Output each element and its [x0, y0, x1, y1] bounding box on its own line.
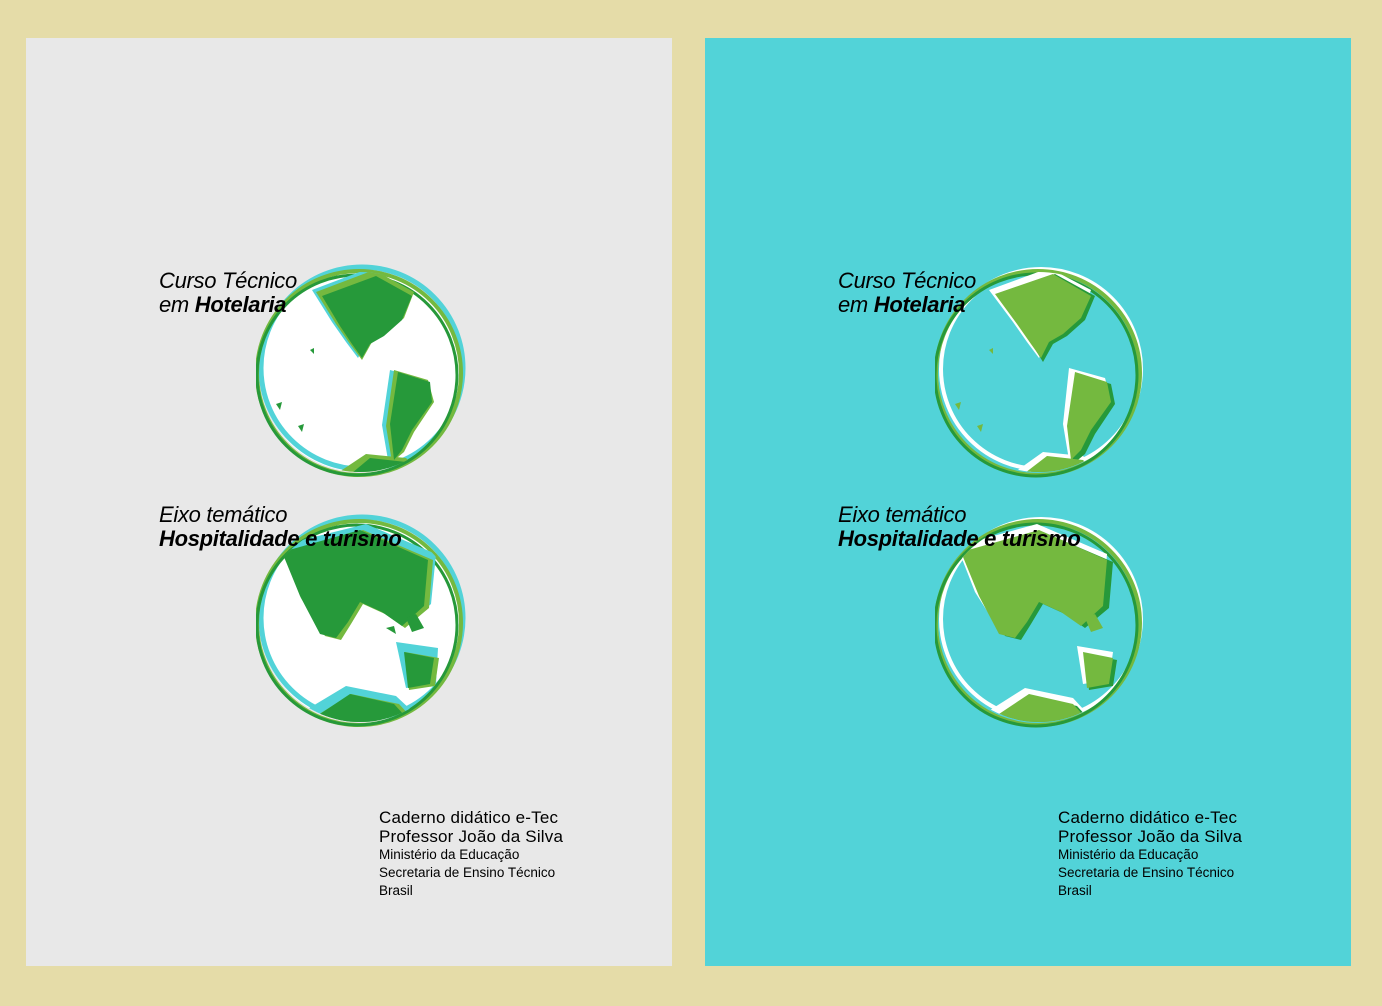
course-title: Curso Técnico em Hotelaria [838, 269, 976, 317]
colophon: Caderno didático e-Tec Professor João da… [379, 808, 563, 900]
thematic-axis-label: Eixo temático [159, 502, 288, 527]
thematic-axis: Eixo temático Hospitalidade e turismo [838, 502, 1081, 551]
thematic-axis-name: Hospitalidade e turismo [159, 526, 402, 551]
course-title-line-1: Curso Técnico [838, 268, 976, 293]
americas-globe-icon [935, 267, 1143, 478]
americas-globe-icon [256, 264, 466, 477]
thematic-axis-name: Hospitalidade e turismo [838, 526, 1081, 551]
course-title-line-2: em Hotelaria [838, 293, 976, 317]
course-title-prefix: em [838, 292, 874, 317]
author-name: Professor João da Silva [1058, 827, 1243, 846]
course-title: Curso Técnico em Hotelaria [159, 269, 297, 317]
thematic-axis-name-text: Hospitalidade e turismo [838, 526, 1081, 551]
secretariat-name: Secretaria de Ensino Técnico [1058, 865, 1235, 880]
eastern-hemisphere-globe-icon [935, 517, 1143, 728]
course-name: Hotelaria [873, 292, 966, 317]
thematic-axis-name-text: Hospitalidade e turismo [159, 526, 402, 551]
secretariat-name: Secretaria de Ensino Técnico [379, 865, 556, 880]
thematic-axis-label: Eixo temático [838, 502, 967, 527]
booklet-title: Caderno didático e-Tec [1058, 808, 1238, 827]
eastern-hemisphere-globe-icon [256, 514, 466, 727]
booklet-title: Caderno didático e-Tec [379, 808, 559, 827]
thematic-axis: Eixo temático Hospitalidade e turismo [159, 502, 402, 551]
course-title-line-1: Curso Técnico [159, 268, 297, 293]
course-title-prefix: em [159, 292, 195, 317]
author-name: Professor João da Silva [379, 827, 564, 846]
cover-left: Curso Técnico em Hotelaria Eixo temático… [26, 38, 672, 966]
country-name: Brasil [1058, 883, 1092, 898]
cover-right: Curso Técnico em Hotelaria Eixo temático… [705, 38, 1351, 966]
colophon: Caderno didático e-Tec Professor João da… [1058, 808, 1242, 900]
ministry-name: Ministério da Educação [379, 847, 520, 862]
ministry-name: Ministério da Educação [1058, 847, 1199, 862]
country-name: Brasil [379, 883, 413, 898]
course-name: Hotelaria [194, 292, 287, 317]
course-title-line-2: em Hotelaria [159, 293, 297, 317]
